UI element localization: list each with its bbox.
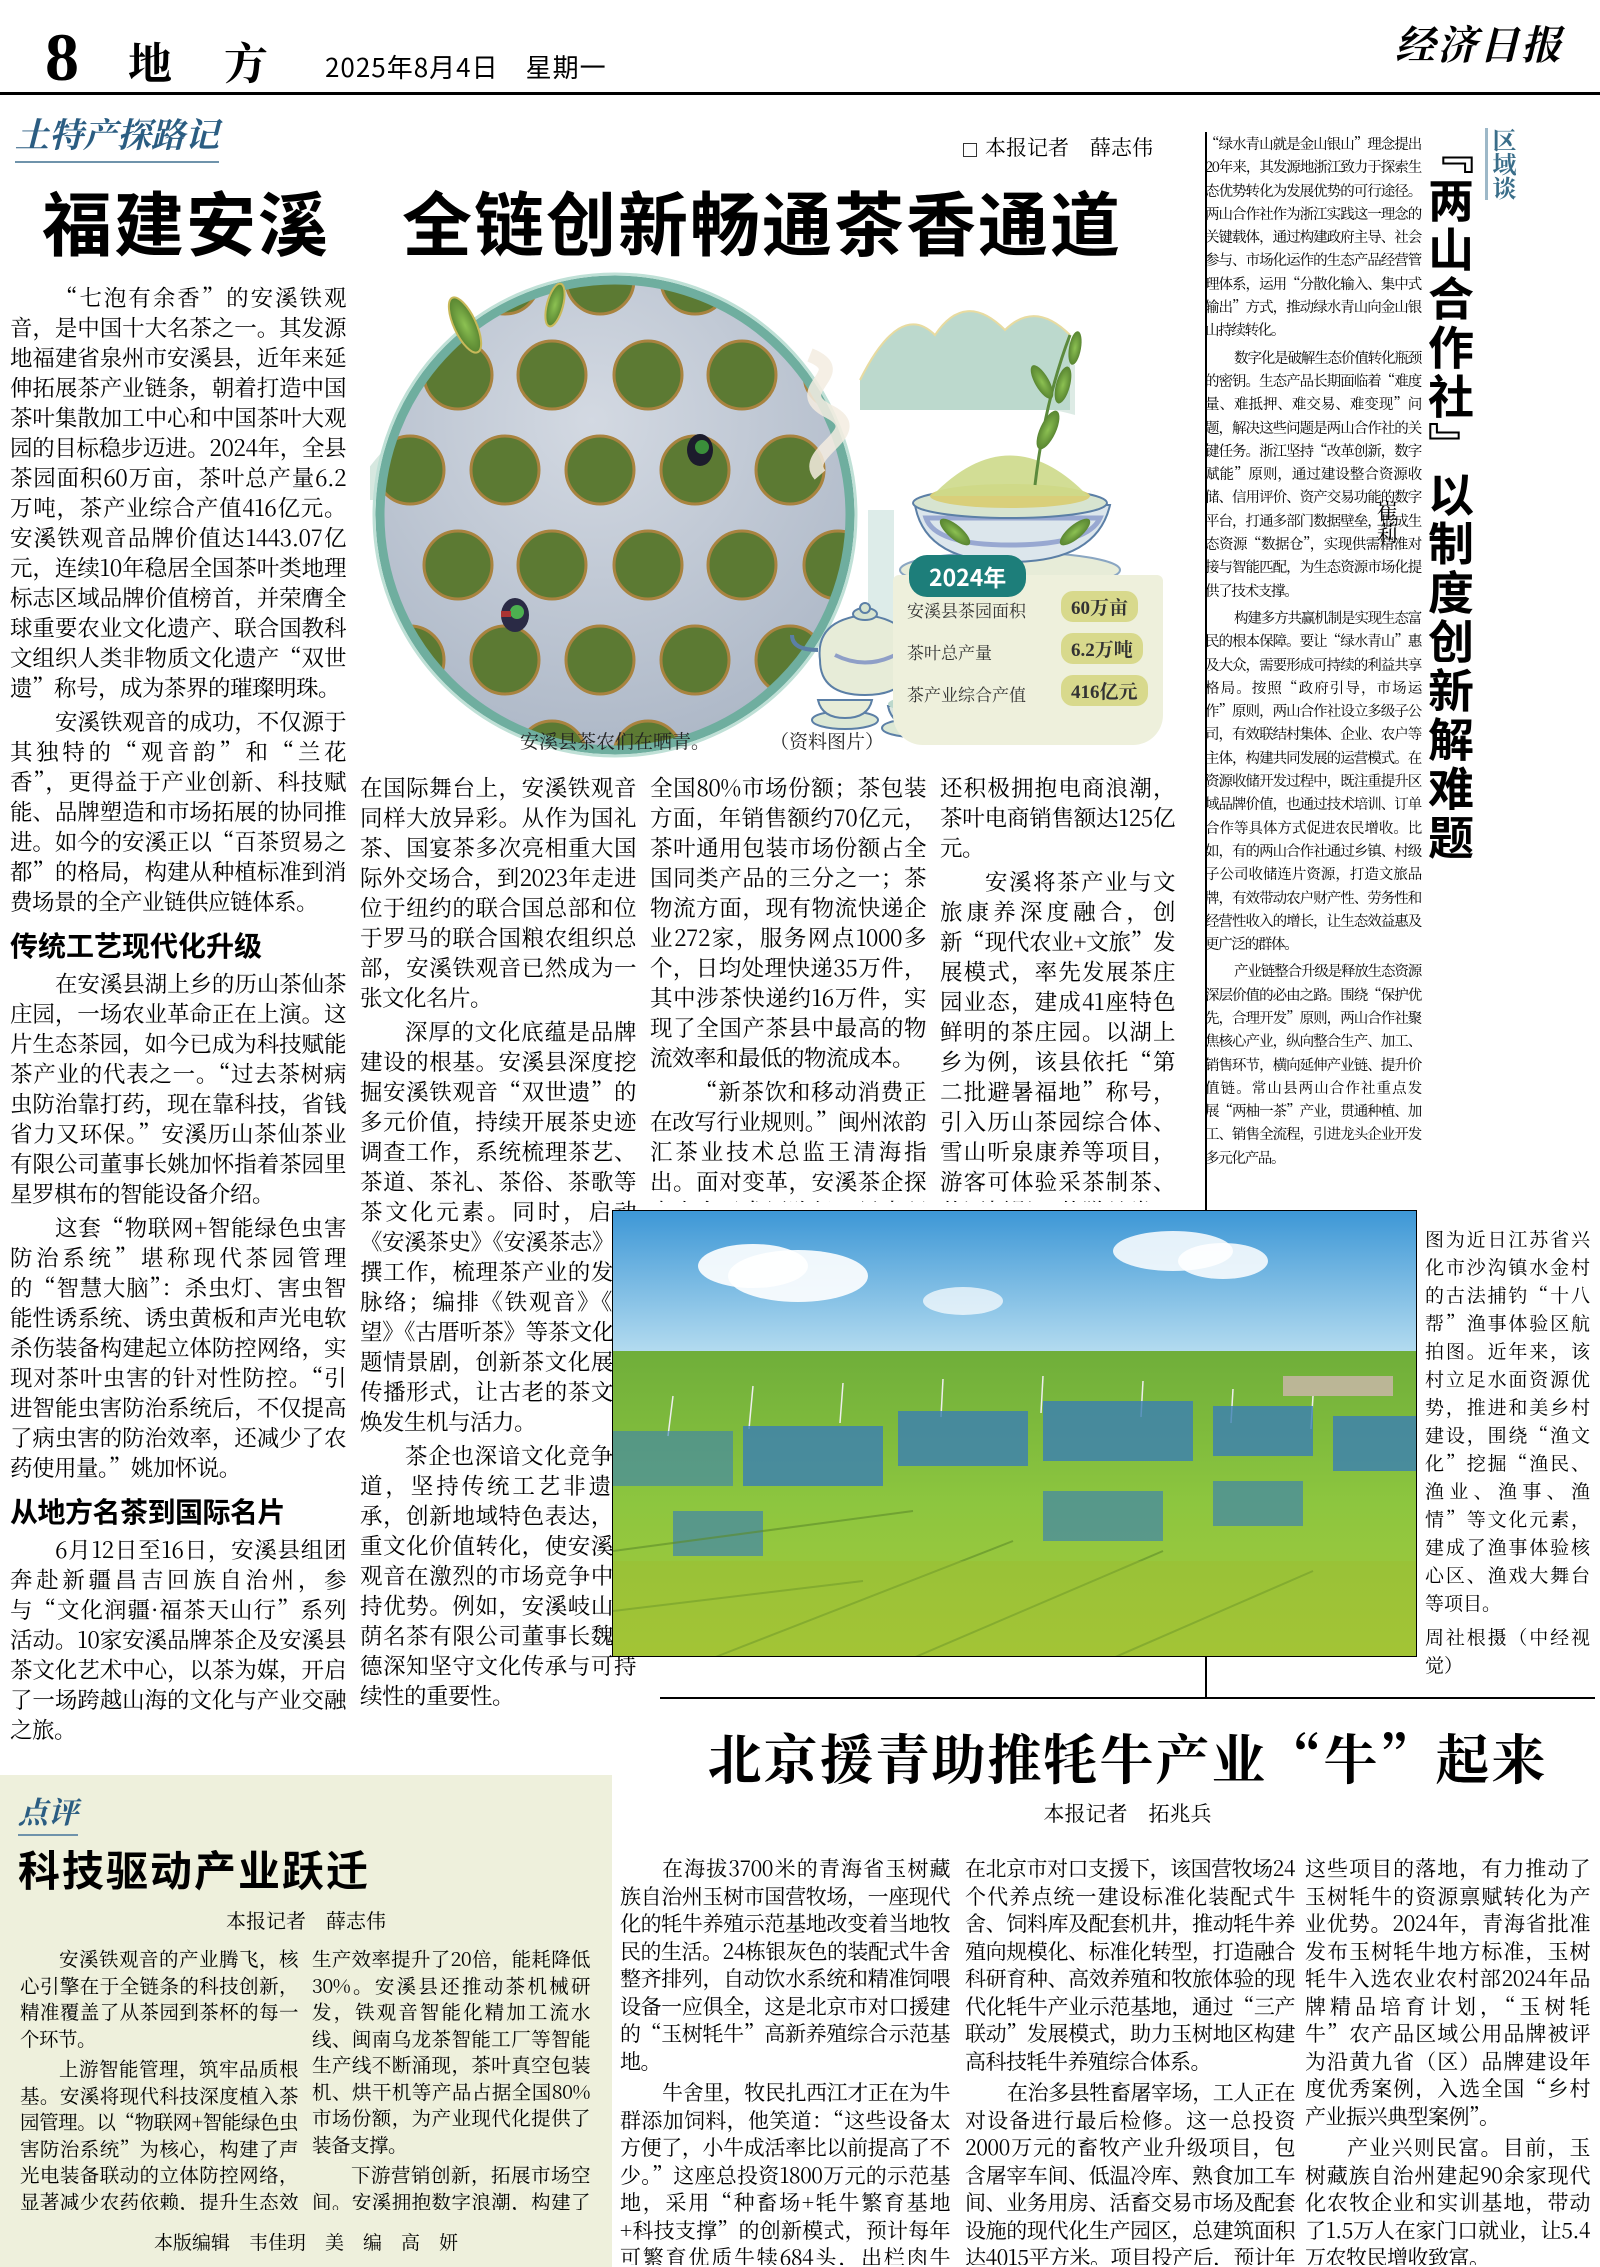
- svg-text:安溪县茶农们在晒青。: 安溪县茶农们在晒青。: [520, 727, 710, 754]
- svg-text:（资料图片）: （资料图片）: [770, 727, 884, 754]
